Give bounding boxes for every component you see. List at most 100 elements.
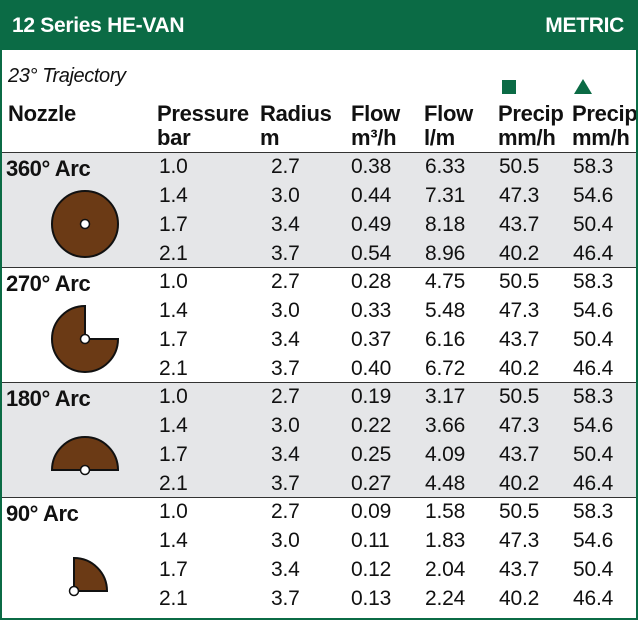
flow-lm-cell: 1.58 (425, 500, 466, 523)
radius-cell: 3.7 (271, 587, 300, 610)
arc-shape (50, 436, 120, 471)
radius-cell: 3.7 (271, 242, 300, 265)
flow-lm-cell: 4.48 (425, 472, 466, 495)
radius-cell: 3.7 (271, 357, 300, 380)
pressure-cell: 1.0 (159, 155, 188, 178)
pressure-cell: 1.4 (159, 299, 188, 322)
nozzle-center-dot (79, 464, 91, 476)
pressure-cell: 1.7 (159, 328, 188, 351)
flow-m3h-cell: 0.22 (351, 414, 392, 437)
col-header-pressure: Pressure bar (157, 101, 249, 150)
flow-lm-cell: 3.66 (425, 414, 466, 437)
nozzle-center-dot (68, 585, 80, 597)
precip-triangle-cell: 46.4 (573, 587, 614, 610)
flow-lm-cell: 8.96 (425, 242, 466, 265)
precip-square-cell: 47.3 (499, 529, 540, 552)
precip-triangle-cell: 58.3 (573, 270, 614, 293)
flow-lm-cell: 2.04 (425, 558, 466, 581)
precip-square-cell: 47.3 (499, 414, 540, 437)
flow-m3h-cell: 0.19 (351, 385, 392, 408)
flow-m3h-cell: 0.54 (351, 242, 392, 265)
col-header-precip-triangle: Precip mm/h (572, 101, 638, 150)
flow-m3h-cell: 0.40 (351, 357, 392, 380)
arc-group: 360° Arc 1.0 2.7 0.38 6.33 50.5 58.3 1.4 3.0 0.44… (2, 152, 636, 267)
precip-triangle-cell: 54.6 (573, 529, 614, 552)
triangle-spacing-icon (574, 79, 592, 94)
col-header-flow-lm: Flow l/m (424, 101, 473, 150)
arc-group: 180° Arc 1.0 2.7 0.19 3.17 50.5 58.3 1.4 3.0 0.22… (2, 382, 636, 497)
flow-lm-cell: 6.72 (425, 357, 466, 380)
pressure-cell: 2.1 (159, 587, 188, 610)
precip-square-cell: 40.2 (499, 357, 540, 380)
flow-m3h-cell: 0.13 (351, 587, 392, 610)
precip-triangle-cell: 54.6 (573, 299, 614, 322)
row-divider (2, 382, 636, 383)
precip-triangle-cell: 50.4 (573, 328, 614, 351)
radius-cell: 3.0 (271, 529, 300, 552)
flow-m3h-cell: 0.09 (351, 500, 392, 523)
pressure-cell: 1.7 (159, 213, 188, 236)
arc-pattern-icon (51, 304, 120, 373)
flow-lm-cell: 1.83 (425, 529, 466, 552)
radius-cell: 3.4 (271, 213, 300, 236)
precip-triangle-cell: 58.3 (573, 155, 614, 178)
pressure-cell: 1.4 (159, 184, 188, 207)
pressure-cell: 1.7 (159, 558, 188, 581)
arc-pattern-icon (68, 556, 109, 597)
radius-cell: 3.4 (271, 328, 300, 351)
flow-m3h-cell: 0.11 (351, 529, 390, 552)
arc-pattern-icon (50, 436, 120, 476)
flow-lm-cell: 3.17 (425, 385, 466, 408)
radius-cell: 3.0 (271, 184, 300, 207)
precip-triangle-cell: 54.6 (573, 414, 614, 437)
precip-triangle-cell: 54.6 (573, 184, 614, 207)
arc-label: 180° Arc (6, 386, 91, 411)
flow-lm-cell: 2.24 (425, 587, 466, 610)
pressure-cell: 1.4 (159, 529, 188, 552)
pressure-cell: 1.4 (159, 414, 188, 437)
precip-square-cell: 47.3 (499, 184, 540, 207)
nozzle-center-dot (79, 333, 91, 345)
radius-cell: 3.4 (271, 558, 300, 581)
precip-square-cell: 43.7 (499, 213, 540, 236)
nozzle-center-dot (79, 218, 91, 230)
precip-triangle-cell: 50.4 (573, 443, 614, 466)
flow-m3h-cell: 0.12 (351, 558, 392, 581)
flow-lm-cell: 8.18 (425, 213, 466, 236)
square-spacing-icon (502, 80, 516, 94)
precip-triangle-cell: 46.4 (573, 472, 614, 495)
radius-cell: 2.7 (271, 500, 300, 523)
radius-cell: 3.0 (271, 299, 300, 322)
flow-m3h-cell: 0.37 (351, 328, 392, 351)
flow-lm-cell: 6.33 (425, 155, 466, 178)
flow-m3h-cell: 0.49 (351, 213, 392, 236)
radius-cell: 3.4 (271, 443, 300, 466)
flow-lm-cell: 5.48 (425, 299, 466, 322)
precip-triangle-cell: 58.3 (573, 385, 614, 408)
trajectory-label: 23° Trajectory (8, 65, 126, 87)
pressure-cell: 1.0 (159, 500, 188, 523)
radius-cell: 2.7 (271, 385, 300, 408)
precip-square-cell: 40.2 (499, 472, 540, 495)
precip-triangle-cell: 46.4 (573, 242, 614, 265)
flow-lm-cell: 4.75 (425, 270, 466, 293)
col-header-precip-square: Precip mm/h (498, 101, 564, 150)
pressure-cell: 1.0 (159, 270, 188, 293)
pressure-cell: 2.1 (159, 242, 188, 265)
arc-label: 270° Arc (6, 271, 91, 296)
pressure-cell: 1.0 (159, 385, 188, 408)
row-divider (2, 267, 636, 268)
pressure-cell: 1.7 (159, 443, 188, 466)
arc-group: 90° Arc 1.0 2.7 0.09 1.58 50.5 58.3 1.4 3.0 0.11 1… (2, 497, 636, 612)
precip-square-cell: 43.7 (499, 328, 540, 351)
arc-shape (73, 556, 109, 592)
flow-m3h-cell: 0.44 (351, 184, 392, 207)
precip-square-cell: 40.2 (499, 587, 540, 610)
precip-triangle-cell: 58.3 (573, 500, 614, 523)
flow-lm-cell: 4.09 (425, 443, 466, 466)
precip-square-cell: 43.7 (499, 558, 540, 581)
radius-cell: 2.7 (271, 155, 300, 178)
col-header-flow-m3h: Flow m³/h (351, 101, 400, 150)
table-title: 12 Series HE-VAN (12, 14, 185, 37)
